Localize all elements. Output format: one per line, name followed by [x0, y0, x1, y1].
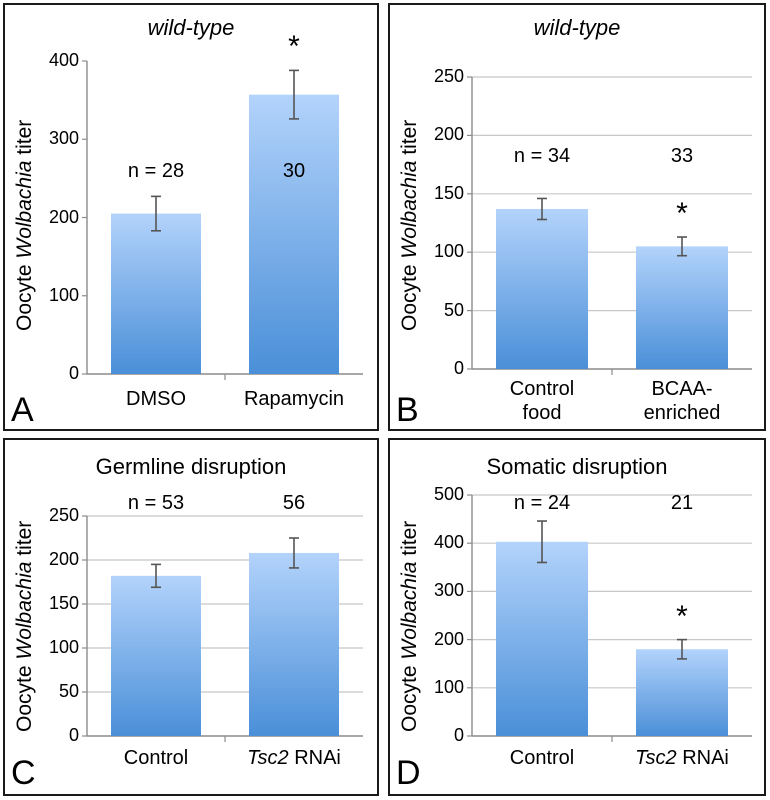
bar	[636, 649, 728, 736]
y-tick-label: 500	[433, 484, 464, 504]
x-category-label: DMSO	[126, 388, 186, 410]
sample-size-label: n = 28	[127, 160, 185, 182]
y-tick-label: 400	[433, 532, 464, 553]
sample-size-label: n = 53	[127, 492, 185, 514]
y-axis-label: Oocyte Wolbachia titer	[13, 119, 36, 331]
y-tick-label: 400	[48, 50, 79, 70]
chart-svg	[82, 515, 363, 742]
y-tick-label: 250	[433, 66, 464, 86]
chart-title: wild-type	[147, 15, 235, 40]
panel-c: Germline disruption Oocyte Wolbachia tit…	[3, 438, 379, 796]
chart-svg	[82, 60, 363, 380]
x-category-label: Tsc2 RNAi	[247, 747, 341, 769]
panel-d: Somatic disruption Oocyte Wolbachia tite…	[388, 438, 766, 796]
chart-title: Germline disruption	[95, 454, 287, 479]
significance-marker: *	[676, 599, 688, 633]
error-bar	[537, 520, 547, 564]
sample-size-label: 21	[670, 492, 694, 514]
y-tick-label: 200	[433, 124, 464, 145]
panel-b: wild-type Oocyte Wolbachia titer B 0 50 10…	[388, 3, 766, 431]
chart-svg	[467, 76, 752, 375]
y-tick-label: 150	[48, 593, 79, 613]
bar	[249, 552, 339, 736]
y-tick-label: 300	[433, 580, 464, 601]
y-tick-label: 200	[48, 206, 79, 227]
y-tick-label: 100	[48, 284, 79, 305]
bar	[636, 246, 728, 369]
x-category-label: Control food	[509, 378, 575, 424]
error-bar	[289, 69, 299, 120]
sample-size-label: 30	[282, 160, 306, 182]
chart-title: Somatic disruption	[486, 454, 668, 479]
x-category-label: Control	[509, 747, 575, 769]
panel-letter: D	[396, 754, 421, 792]
y-tick-label: 200	[433, 628, 464, 649]
x-category-label: Control	[123, 747, 189, 769]
y-tick-label: 50	[443, 299, 464, 320]
y-tick-label: 0	[453, 358, 464, 378]
y-axis-label: Oocyte Wolbachia titer	[398, 520, 421, 732]
x-category-label: Rapamycin	[243, 388, 345, 410]
error-bar	[677, 638, 687, 660]
y-tick-label: 100	[433, 676, 464, 697]
y-tick-label: 250	[48, 505, 79, 525]
bar	[496, 208, 588, 369]
significance-marker: *	[288, 30, 300, 64]
sample-size-label: 33	[670, 145, 694, 167]
y-tick-label: 200	[48, 549, 79, 569]
bar	[249, 94, 339, 375]
x-category-label: BCAA-enriched	[643, 378, 721, 424]
sample-size-label: 56	[282, 492, 306, 514]
sample-size-label: n = 24	[513, 492, 571, 514]
panel-letter: A	[11, 391, 34, 429]
error-bar	[289, 537, 299, 569]
bar	[111, 575, 201, 736]
y-tick-label: 50	[58, 681, 79, 701]
error-bar	[151, 195, 161, 232]
panel-letter: B	[396, 391, 419, 429]
chart-svg	[467, 494, 752, 742]
chart-title: wild-type	[533, 15, 621, 40]
y-axis-label: Oocyte Wolbachia titer	[398, 119, 421, 331]
sample-size-label: n = 34	[513, 145, 571, 167]
bar	[111, 213, 201, 374]
y-tick-label: 0	[68, 725, 79, 745]
y-tick-label: 150	[433, 182, 464, 203]
panel-letter: C	[11, 754, 36, 792]
error-bar	[677, 236, 687, 257]
x-category-label: Tsc2 RNAi	[635, 747, 729, 769]
y-tick-label: 0	[68, 363, 79, 383]
y-tick-label: 0	[453, 725, 464, 745]
error-bar	[151, 563, 161, 589]
y-tick-label: 100	[433, 241, 464, 262]
error-bar	[537, 197, 547, 221]
panel-a: wild-type Oocyte Wolbachia titer A 0 100 2…	[3, 3, 379, 431]
y-tick-label: 300	[48, 128, 79, 149]
bar	[496, 541, 588, 736]
y-axis-label: Oocyte Wolbachia titer	[13, 520, 36, 732]
y-tick-label: 100	[48, 637, 79, 657]
significance-marker: *	[676, 197, 688, 231]
